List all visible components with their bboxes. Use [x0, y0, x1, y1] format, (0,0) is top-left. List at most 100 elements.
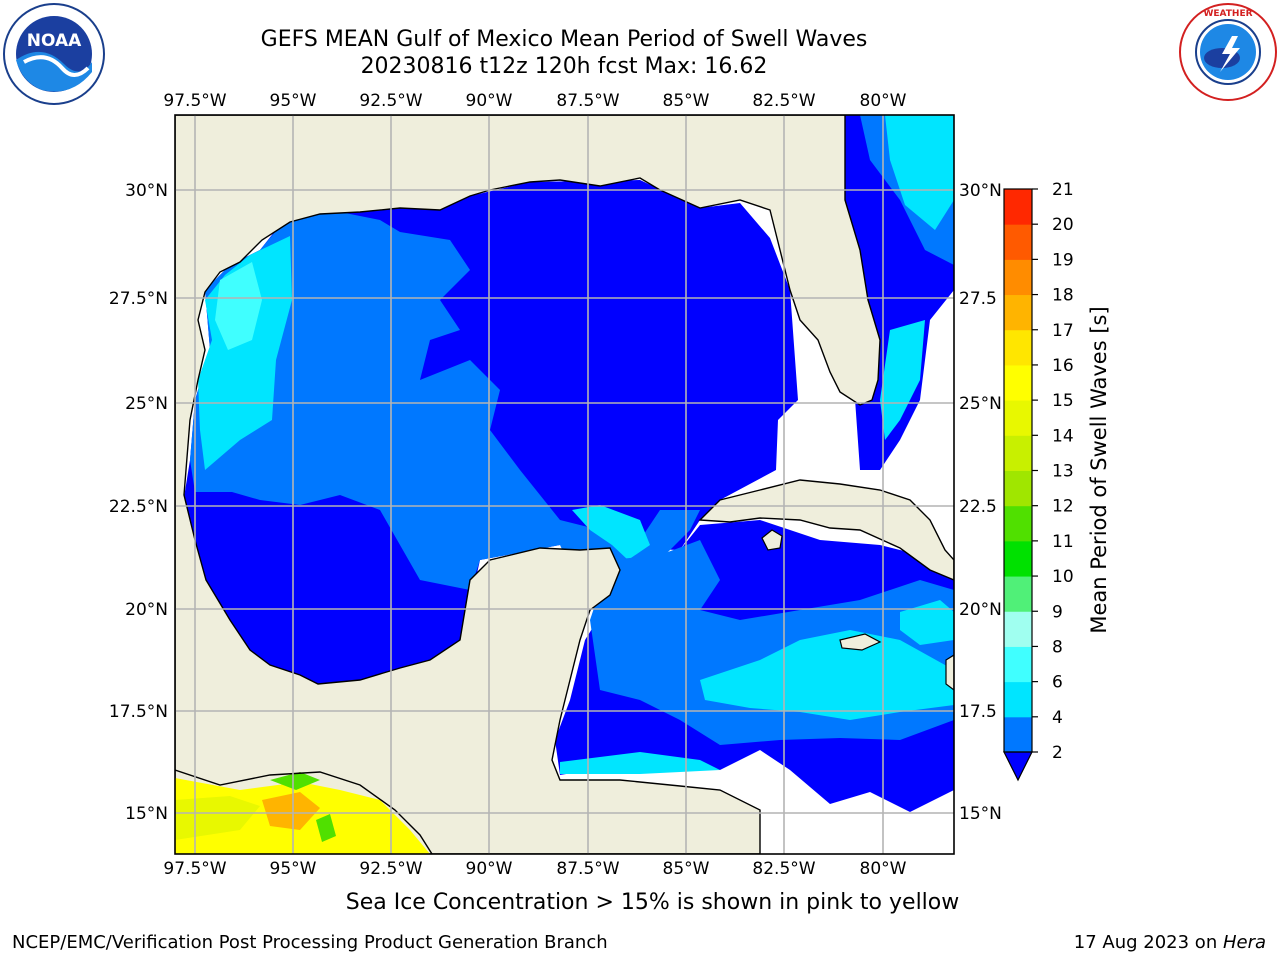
- lon-tick-top: 90°W: [466, 91, 513, 111]
- colorbar-swatches: [1004, 189, 1032, 753]
- colorbar-swatch: [1004, 611, 1032, 647]
- lon-ticks-top: 97.5°W 95°W 92.5°W 90°W 87.5°W 85°W 82.5…: [163, 91, 906, 111]
- land-cuba: [698, 479, 954, 581]
- credit-line: NCEP/EMC/Verification Post Processing Pr…: [12, 932, 608, 953]
- lon-tick-top: 97.5°W: [163, 91, 226, 111]
- colorbar-tick-label: 11: [1052, 532, 1074, 552]
- map-plot-area: [175, 115, 954, 854]
- date-stamp: 17 Aug 2023 on Hera: [1074, 932, 1266, 953]
- colorbar-tick-label: 18: [1052, 286, 1074, 306]
- noaa-logo-text: NOAA: [27, 31, 82, 51]
- colorbar-swatch: [1004, 329, 1032, 366]
- sea-ice-orange: [262, 792, 320, 830]
- colorbar-swatch: [1004, 364, 1032, 401]
- colorbar-swatch: [1004, 646, 1032, 683]
- colorbar: 2 4 6 8 9 10 11 12 13 14 15 16 17 18 19 20 21 Mean Perio…: [1003, 180, 1111, 782]
- sea-ice-green: [270, 772, 320, 790]
- lat-tick-right: 25°N: [959, 394, 1002, 414]
- lat-tick-right: 15°N: [959, 804, 1002, 824]
- colorbar-swatch: [1004, 470, 1032, 507]
- lat-tick-left: 25°N: [125, 394, 168, 414]
- colorbar-tick-label: 14: [1052, 426, 1074, 446]
- lon-tick-top: 82.5°W: [752, 91, 815, 111]
- colorbar-under-triangle: [1003, 751, 1033, 782]
- colorbar-swatch: [1004, 435, 1032, 471]
- colorbar-tick-label: 12: [1052, 497, 1074, 517]
- atlantic-swell-field-bahamas: [880, 320, 925, 440]
- chart-title: GEFS MEAN Gulf of Mexico Mean Period of …: [260, 27, 868, 52]
- colorbar-tick-label: 8: [1052, 637, 1063, 657]
- central-america-coast: [175, 769, 433, 854]
- lon-tick-top: 87.5°W: [556, 91, 619, 111]
- host-name: Hera: [1222, 932, 1266, 953]
- lat-tick-left: 17.5°N: [109, 702, 168, 722]
- caribbean-swell-field-honduras: [560, 752, 720, 774]
- colorbar-tick-label: 16: [1052, 356, 1074, 376]
- land-hispaniola: [945, 654, 954, 691]
- colorbar-tick-label: 20: [1052, 215, 1074, 235]
- lat-ticks-right: 30°N 27.5 25°N 22.5 20°N 17.5 15°N: [959, 181, 1002, 824]
- colorbar-swatch: [1004, 189, 1032, 225]
- colorbar-swatch: [1004, 576, 1032, 612]
- lat-tick-left: 22.5°N: [109, 497, 168, 517]
- colorbar-tick-label: 4: [1052, 708, 1063, 728]
- lon-tick-bottom: 87.5°W: [556, 859, 619, 879]
- sea-ice-note: Sea Ice Concentration > 15% is shown in …: [345, 890, 960, 915]
- colorbar-swatch: [1004, 294, 1032, 331]
- lat-ticks-left: 30°N 27.5°N 25°N 22.5°N 20°N 17.5°N 15°N: [109, 181, 168, 824]
- lon-tick-bottom: 92.5°W: [359, 859, 422, 879]
- colorbar-swatch: [1004, 400, 1032, 436]
- gulf-swell-field-6to8: [215, 262, 262, 350]
- atlantic-swell-field-4to6: [885, 115, 954, 230]
- lon-tick-bottom: 85°W: [663, 859, 710, 879]
- lon-tick-bottom: 90°W: [466, 859, 513, 879]
- lon-tick-bottom: 80°W: [860, 859, 907, 879]
- colorbar-tick-label: 10: [1052, 567, 1074, 587]
- lon-tick-bottom: 82.5°W: [752, 859, 815, 879]
- nws-logo: WEATHER: [1179, 3, 1277, 101]
- caribbean-swell-field-4to6-east: [900, 600, 954, 645]
- colorbar-swatch: [1004, 505, 1032, 542]
- gulf-swell-field-4to6-yucatan: [572, 505, 650, 560]
- lon-tick-bottom: 97.5°W: [163, 859, 226, 879]
- map-frame: [174, 114, 955, 855]
- colorbar-tick-label: 2: [1052, 743, 1063, 763]
- lon-ticks-bottom: 97.5°W 95°W 92.5°W 90°W 87.5°W 85°W 82.5…: [163, 859, 906, 879]
- colorbar-tick-label: 6: [1052, 673, 1063, 693]
- colorbar-swatch: [1004, 259, 1032, 296]
- caribbean-swell-field-4to6: [700, 630, 954, 720]
- colorbar-tick-label: 21: [1052, 180, 1074, 200]
- gulf-swell-field-2to4: [190, 212, 700, 610]
- colorbar-ticks: 2 4 6 8 9 10 11 12 13 14 15 16 17 18 19 20 21: [1032, 180, 1074, 763]
- lat-tick-right: 30°N: [959, 181, 1002, 201]
- colorbar-swatch: [1004, 224, 1032, 260]
- lon-tick-top: 95°W: [270, 91, 317, 111]
- colorbar-swatch: [1004, 540, 1032, 577]
- colorbar-tick-label: 15: [1052, 391, 1074, 411]
- lat-tick-right: 27.5: [959, 289, 997, 309]
- lat-tick-left: 15°N: [125, 804, 168, 824]
- colorbar-label: Mean Period of Swell Waves [s]: [1087, 306, 1111, 633]
- map-grid: [175, 115, 954, 854]
- colorbar-swatch: [1004, 681, 1032, 718]
- sea-ice-light: [175, 796, 260, 840]
- lat-tick-left: 20°N: [125, 600, 168, 620]
- lat-tick-left: 30°N: [125, 181, 168, 201]
- colorbar-tick-label: 13: [1052, 462, 1074, 482]
- colorbar-tick-label: 9: [1052, 602, 1063, 622]
- lat-tick-right: 20°N: [959, 600, 1002, 620]
- date-text: 17 Aug 2023 on: [1073, 932, 1223, 953]
- svg-text:WEATHER: WEATHER: [1203, 9, 1252, 19]
- noaa-logo: NOAA: [3, 3, 105, 105]
- lon-tick-top: 80°W: [860, 91, 907, 111]
- lat-tick-left: 27.5°N: [109, 289, 168, 309]
- lon-tick-top: 92.5°W: [359, 91, 422, 111]
- land-isle-of-youth: [761, 529, 783, 551]
- colorbar-tick-label: 19: [1052, 250, 1074, 270]
- land-jamaica: [839, 633, 882, 651]
- sea-ice-green-2: [316, 814, 336, 842]
- lon-tick-bottom: 95°W: [270, 859, 317, 879]
- colorbar-swatch: [1004, 716, 1032, 753]
- lat-tick-right: 17.5: [959, 702, 997, 722]
